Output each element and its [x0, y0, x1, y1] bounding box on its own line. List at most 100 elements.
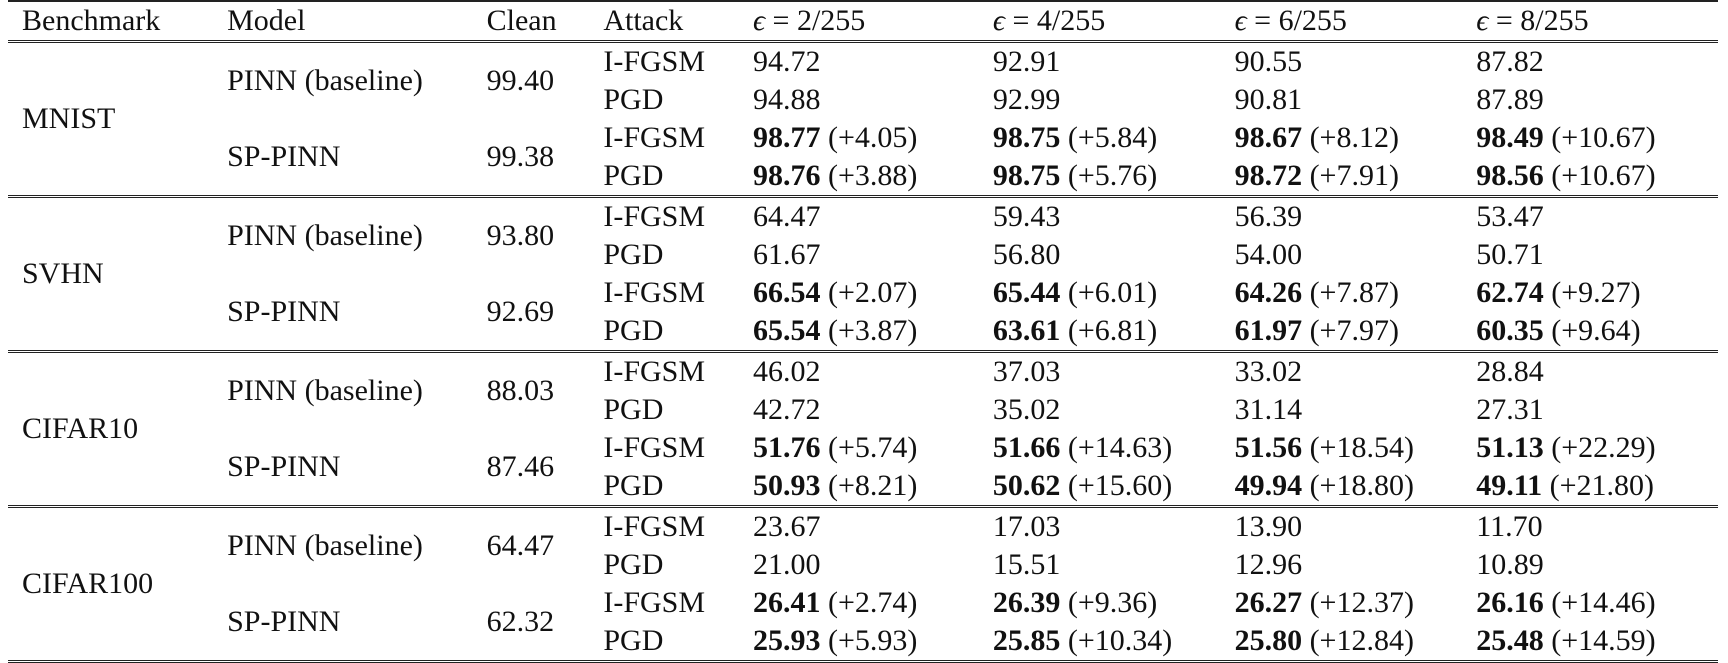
accuracy-value: 98.75 [992, 159, 1061, 192]
accuracy-value: 64.26 [1234, 276, 1303, 309]
accuracy-value: 92.99 [992, 83, 1061, 116]
accuracy-value: 53.47 [1476, 200, 1544, 233]
benchmark-group-cifar10: CIFAR10 PINN (baseline) 88.03 I-FGSM 46.02 37… [8, 352, 1718, 507]
table-row: SP-PINN 62.32 I-FGSM 26.41 (+2.74) 26.39 (+9… [8, 584, 1718, 638]
accuracy-delta: (+14.46) [1543, 586, 1656, 619]
clean-accuracy-cell: 88.03 [486, 374, 555, 407]
robust-accuracy-cell: 94.88 [753, 81, 993, 119]
epsilon-symbol: ϵ [992, 4, 1005, 37]
robust-accuracy-cell: 92.91 [993, 42, 1235, 82]
clean-accuracy-cell: 99.38 [486, 140, 555, 173]
robust-accuracy-cell: 94.72 [753, 42, 993, 82]
header-attack: Attack [603, 4, 684, 37]
table-row: SP-PINN 92.69 I-FGSM 66.54 (+2.07) 65.44 (+6… [8, 274, 1718, 328]
accuracy-value: 61.97 [1234, 314, 1303, 347]
accuracy-delta: (+12.84) [1302, 624, 1414, 657]
robust-accuracy-cell: 37.03 [993, 352, 1235, 392]
accuracy-value: 11.70 [1476, 510, 1543, 543]
attack-cell: I-FGSM [603, 45, 706, 78]
robust-accuracy-cell: 98.76 (+3.88) [753, 157, 993, 197]
accuracy-delta: (+9.36) [1060, 586, 1158, 619]
accuracy-value: 42.72 [752, 393, 821, 426]
accuracy-value: 49.11 [1476, 469, 1543, 502]
accuracy-value: 27.31 [1476, 393, 1544, 426]
accuracy-value: 21.00 [752, 548, 821, 581]
robust-accuracy-cell: 62.74 (+9.27) [1476, 274, 1718, 312]
clean-accuracy-cell: 64.47 [486, 529, 555, 562]
accuracy-value: 25.48 [1476, 624, 1544, 657]
accuracy-value: 65.54 [752, 314, 821, 347]
benchmark-group-mnist: MNIST PINN (baseline) 99.40 I-FGSM 94.72 92.9… [8, 42, 1718, 197]
eps-value: = 4/255 [1004, 4, 1106, 37]
accuracy-delta: (+3.87) [820, 314, 918, 347]
accuracy-value: 25.85 [992, 624, 1061, 657]
accuracy-value: 98.67 [1234, 121, 1303, 154]
clean-accuracy-cell: 92.69 [486, 295, 555, 328]
accuracy-value: 61.67 [752, 238, 821, 271]
table-row: PGD 42.72 35.02 31.14 27.31 [8, 391, 1718, 429]
model-cell: PINN (baseline) [227, 219, 423, 252]
attack-cell: PGD [603, 469, 664, 502]
robust-accuracy-cell: 65.54 (+3.87) [753, 312, 993, 352]
accuracy-value: 54.00 [1234, 238, 1303, 271]
header-row: Benchmark Model Clean Attack ϵ = 2/255 ϵ… [8, 1, 1718, 42]
robust-accuracy-cell: 56.80 [993, 236, 1235, 274]
accuracy-delta: (+3.88) [820, 159, 918, 192]
robust-accuracy-cell: 26.16 (+14.46) [1476, 584, 1718, 622]
robust-accuracy-cell: 98.75 (+5.84) [993, 119, 1235, 157]
attack-cell: PGD [603, 83, 664, 116]
model-cell: SP-PINN [227, 140, 341, 173]
accuracy-value: 59.43 [992, 200, 1061, 233]
accuracy-delta: (+10.34) [1060, 624, 1173, 657]
accuracy-delta: (+2.07) [820, 276, 918, 309]
accuracy-value: 56.80 [992, 238, 1061, 271]
robust-accuracy-cell: 50.93 (+8.21) [753, 467, 993, 507]
robust-accuracy-cell: 28.84 [1476, 352, 1718, 392]
robust-accuracy-cell: 26.27 (+12.37) [1235, 584, 1477, 622]
benchmark-cell: SVHN [22, 257, 104, 290]
accuracy-delta: (+7.87) [1302, 276, 1399, 309]
robust-accuracy-cell: 53.47 [1476, 197, 1718, 237]
attack-cell: I-FGSM [603, 355, 706, 388]
accuracy-value: 35.02 [992, 393, 1061, 426]
accuracy-delta: (+4.05) [820, 121, 918, 154]
accuracy-delta: (+14.63) [1060, 431, 1173, 464]
accuracy-delta: (+14.59) [1543, 624, 1656, 657]
table-row: SP-PINN 87.46 I-FGSM 51.76 (+5.74) 51.66 (+1… [8, 429, 1718, 483]
accuracy-delta: (+12.37) [1302, 586, 1414, 619]
accuracy-value: 51.56 [1234, 431, 1303, 464]
accuracy-value: 46.02 [752, 355, 821, 388]
attack-cell: I-FGSM [603, 586, 706, 619]
accuracy-value: 98.77 [752, 121, 821, 154]
accuracy-value: 17.03 [992, 510, 1061, 543]
attack-cell: PGD [603, 238, 664, 271]
table-row: CIFAR10 PINN (baseline) 88.03 I-FGSM 46.02 37… [8, 352, 1718, 445]
accuracy-value: 13.90 [1234, 510, 1303, 543]
table-row: PGD 65.54 (+3.87) 63.61 (+6.81) 61.97 (+7.9… [8, 312, 1718, 352]
robust-accuracy-cell: 98.49 (+10.67) [1476, 119, 1718, 157]
accuracy-value: 37.03 [992, 355, 1061, 388]
robust-accuracy-cell: 50.71 [1476, 236, 1718, 274]
header-model: Model [227, 4, 306, 37]
accuracy-value: 26.39 [992, 586, 1061, 619]
robust-accuracy-cell: 33.02 [1235, 352, 1477, 392]
accuracy-value: 50.62 [992, 469, 1061, 502]
accuracy-value: 98.75 [992, 121, 1061, 154]
accuracy-value: 15.51 [992, 548, 1061, 581]
eps-value: = 2/255 [765, 4, 866, 37]
accuracy-delta: (+18.80) [1302, 469, 1414, 502]
epsilon-symbol: ϵ [752, 4, 766, 37]
header-eps-8: ϵ = 8/255 [1476, 1, 1718, 42]
robust-accuracy-cell: 59.43 [993, 197, 1235, 237]
accuracy-value: 94.88 [752, 83, 821, 116]
header-eps-2: ϵ = 2/255 [753, 1, 993, 42]
table-row: MNIST PINN (baseline) 99.40 I-FGSM 94.72 92.9… [8, 42, 1718, 135]
attack-cell: I-FGSM [603, 121, 706, 154]
accuracy-delta: (+8.12) [1302, 121, 1399, 154]
accuracy-value: 63.61 [992, 314, 1061, 347]
accuracy-delta: (+6.01) [1060, 276, 1158, 309]
accuracy-value: 25.80 [1234, 624, 1303, 657]
accuracy-delta: (+9.64) [1543, 314, 1641, 347]
accuracy-delta: (+9.27) [1543, 276, 1641, 309]
accuracy-value: 51.66 [992, 431, 1061, 464]
